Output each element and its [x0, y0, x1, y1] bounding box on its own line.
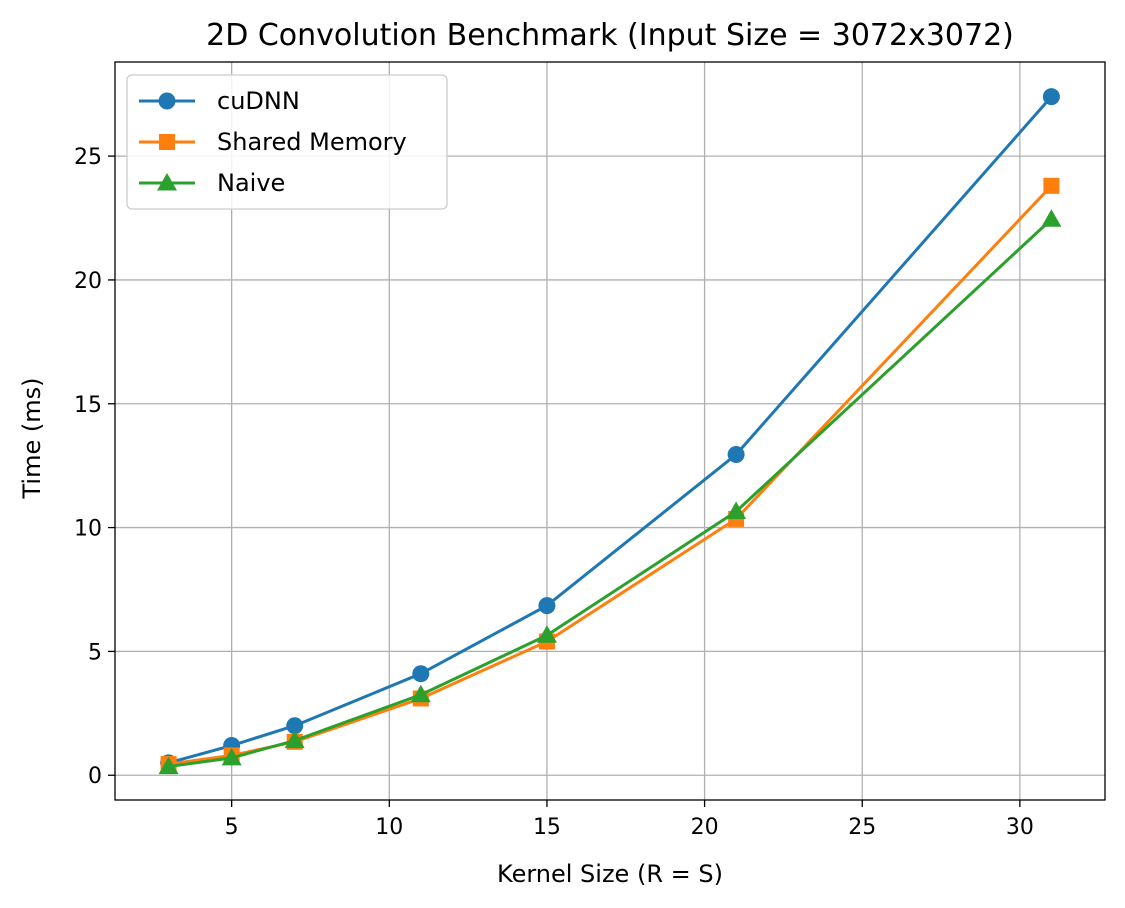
x-tick-label: 10	[375, 815, 403, 840]
legend-box	[126, 74, 448, 210]
y-tick-label: 20	[74, 269, 102, 294]
data-point-naive	[1041, 209, 1062, 227]
legend-label: Naive	[217, 169, 285, 197]
y-tick-label: 0	[88, 764, 102, 789]
legend-swatch-marker	[159, 134, 175, 150]
legend-item-naive: Naive	[139, 169, 285, 197]
data-point-cudnn	[412, 665, 430, 683]
x-tick-label: 5	[225, 815, 239, 840]
legend-swatch-marker	[158, 92, 176, 110]
x-tick-label: 15	[533, 815, 561, 840]
x-tick-label: 30	[1006, 815, 1034, 840]
data-point-naive	[158, 756, 179, 775]
legend-item-shared-memory: Shared Memory	[139, 128, 407, 156]
axis-ticks: 5 10 15 20 25 30 0 5 10 15 20 25	[74, 145, 1034, 840]
x-tick-label: 25	[848, 815, 876, 840]
data-point-naive	[221, 747, 242, 766]
y-tick-label: 10	[74, 517, 102, 542]
y-axis-label: Time (ms)	[18, 378, 46, 500]
legend-swatch-marker	[157, 173, 177, 191]
data-point-cudnn	[1042, 88, 1060, 106]
data-point-cudnn	[286, 717, 304, 735]
data-point-naive	[536, 625, 557, 643]
x-axis-label: Kernel Size (R = S)	[497, 860, 723, 888]
x-tick-label: 20	[691, 815, 719, 840]
data-point-naive	[410, 684, 431, 703]
y-tick-label: 25	[74, 145, 102, 170]
data-point-cudnn	[538, 597, 556, 615]
series-naive	[158, 209, 1062, 775]
data-point-cudnn	[727, 446, 745, 464]
data-point-naive	[726, 501, 747, 519]
legend: cuDNN Shared Memory Naive	[126, 74, 448, 210]
legend-label: Shared Memory	[217, 128, 407, 156]
plot-frame	[114, 61, 1106, 801]
chart-title: 2D Convolution Benchmark (Input Size = 3…	[206, 18, 1014, 53]
legend-item-cudnn: cuDNN	[139, 87, 300, 115]
data-point-shared-memory	[1043, 177, 1060, 194]
series-layer	[158, 88, 1062, 775]
legend-label: cuDNN	[217, 87, 300, 115]
grid-lines	[115, 62, 1105, 800]
y-tick-label: 15	[74, 393, 102, 418]
y-tick-label: 5	[88, 640, 102, 665]
data-point-naive	[284, 730, 305, 749]
